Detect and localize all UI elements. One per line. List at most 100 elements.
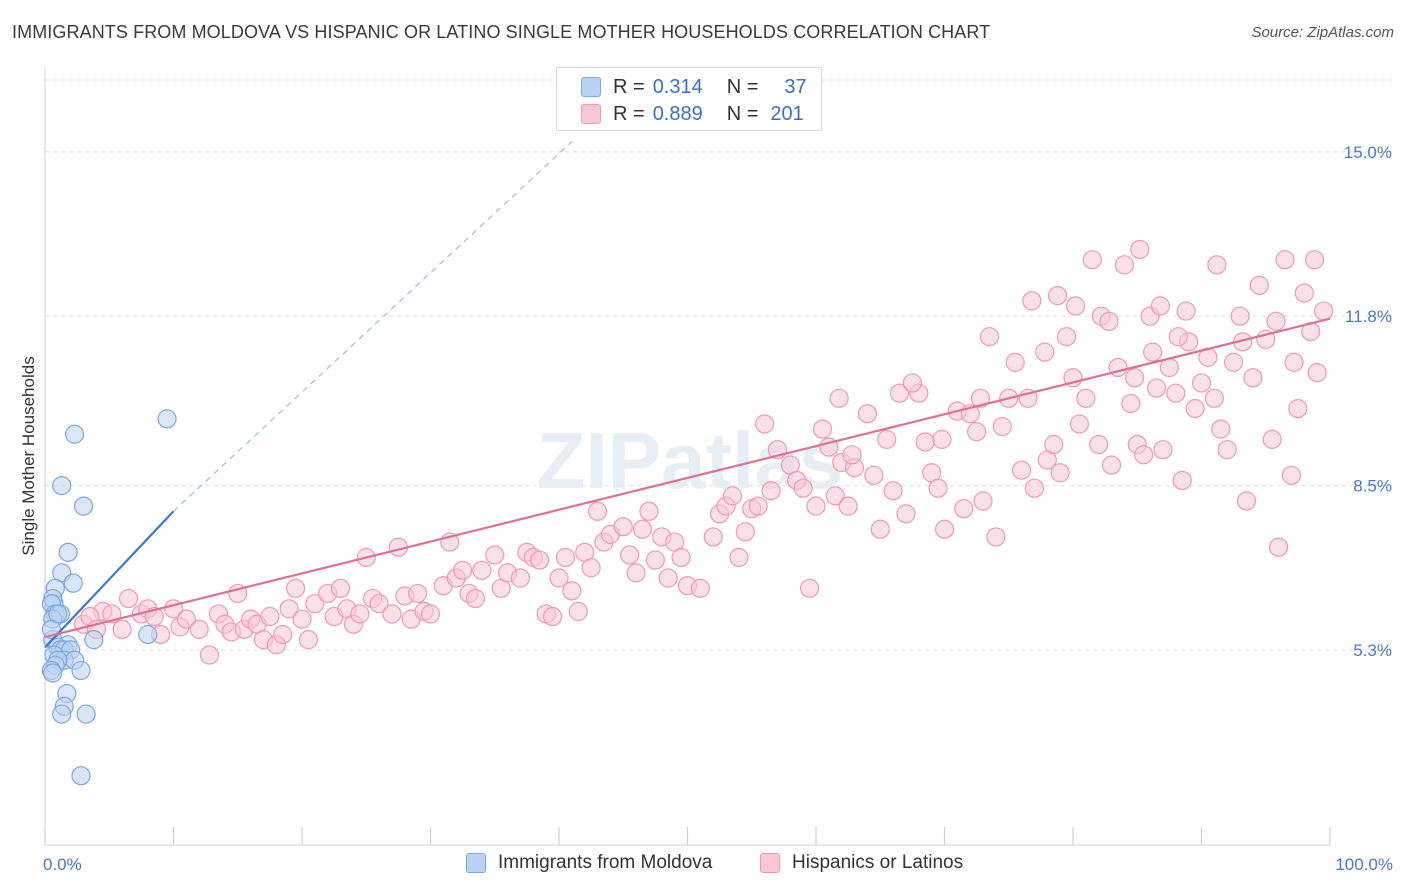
moldova-point — [71, 766, 91, 786]
bottom-legend-hispanic: Hispanics or Latinos — [760, 852, 963, 874]
hispanic-point — [199, 645, 220, 665]
hispanic-point — [1266, 311, 1286, 331]
y-tick-label: 11.8% — [1345, 307, 1392, 326]
hispanic-point — [1150, 296, 1170, 316]
trend-lines — [44, 141, 1331, 649]
y-tick-label: 15.0% — [1344, 143, 1392, 162]
x-tick-label: 100.0% — [1335, 855, 1393, 874]
hispanic-point — [1022, 291, 1042, 311]
legend-r-label: R = — [613, 75, 645, 98]
hispanic-point — [1166, 383, 1186, 403]
hispanic-point — [1056, 327, 1077, 347]
hispanic-point — [1207, 255, 1227, 275]
hispanic-point — [530, 550, 550, 570]
bottom-legend-label-hispanic: Hispanics or Latinos — [792, 852, 964, 873]
hispanic-point — [639, 501, 659, 521]
hispanic-point — [806, 496, 826, 516]
hispanic-point — [864, 465, 884, 485]
hispanic-point — [369, 594, 389, 614]
moldova-point — [63, 573, 83, 593]
data-points — [41, 239, 1334, 786]
hispanic-point — [1101, 455, 1122, 475]
hispanic-point — [273, 624, 293, 645]
correlation-legend: R = 0.314 N = 37 R = 0.889 N = 201 — [556, 67, 822, 131]
hispanic-point — [889, 383, 910, 403]
hispanic-point — [1211, 419, 1231, 439]
legend-n-value: 201 — [770, 102, 804, 125]
hispanic-point — [1168, 327, 1188, 347]
chart-title: IMMIGRANTS FROM MOLDOVA VS HISPANIC OR L… — [12, 22, 991, 42]
moldova-trend-extension — [173, 141, 573, 512]
moldova-point — [76, 704, 96, 724]
hispanic-point — [671, 547, 691, 568]
legend-swatch-hispanic — [581, 104, 601, 124]
legend-row-hispanic: R = 0.889 N = 201 — [581, 102, 804, 126]
legend-n-label: N = — [726, 75, 759, 98]
hispanic-point — [970, 388, 991, 408]
hispanic-point — [1143, 342, 1163, 362]
hispanic-point — [285, 578, 306, 598]
hispanic-point — [1153, 440, 1173, 460]
moldova-point — [52, 704, 72, 724]
hispanic-point — [658, 568, 678, 588]
hispanic-point — [1099, 311, 1119, 331]
hispanic-point — [1114, 255, 1135, 275]
hispanic-point — [1047, 286, 1068, 306]
bottom-legend-label-moldova: Immigrants from Moldova — [498, 852, 713, 873]
hispanic-point — [1191, 373, 1212, 393]
hispanic-point — [1313, 301, 1334, 321]
moldova-point — [71, 660, 91, 681]
hispanic-point — [967, 422, 987, 442]
hispanic-point — [485, 545, 505, 565]
y-axis-label: Single Mother Households — [19, 356, 38, 555]
hispanic-point — [1011, 460, 1032, 480]
hispanic-point — [992, 416, 1012, 437]
hispanic-point — [1262, 429, 1282, 449]
hispanic-point — [1224, 352, 1244, 372]
legend-r-value: 0.889 — [652, 102, 703, 125]
hispanic-point — [1125, 368, 1145, 388]
hispanic-point — [870, 519, 890, 539]
hispanic-point — [1050, 463, 1070, 483]
hispanic-point — [1082, 250, 1102, 270]
hispanic-point — [896, 504, 916, 524]
hispanic-point — [1284, 352, 1304, 372]
hispanic-point — [472, 560, 492, 580]
hispanic-point — [1275, 250, 1295, 270]
hispanic-point — [1304, 250, 1325, 270]
axes — [44, 68, 1331, 846]
moldova-point — [58, 542, 78, 562]
hispanic-point — [555, 547, 576, 568]
hispanic-point — [305, 594, 325, 614]
hispanic-point — [883, 481, 903, 501]
hispanic-point — [754, 414, 775, 434]
hispanic-point — [260, 606, 280, 627]
hispanic-point — [1069, 414, 1090, 434]
y-tick-label: 5.3% — [1353, 641, 1392, 660]
y-tick-label: 8.5% — [1353, 477, 1392, 496]
hispanic-point — [825, 486, 845, 506]
hispanic-point — [587, 501, 608, 521]
hispanic-point — [1134, 445, 1154, 465]
hispanic-point — [1281, 465, 1302, 485]
hispanic-point — [568, 601, 588, 621]
hispanic-point — [112, 619, 132, 639]
source-label: Source: ZipAtlas.com — [1251, 24, 1394, 41]
hispanic-point — [934, 519, 955, 539]
hispanic-point — [1146, 378, 1167, 398]
hispanic-point — [1130, 239, 1150, 260]
hispanic-point — [857, 404, 878, 424]
hispanic-point — [465, 588, 486, 609]
hispanic-point — [1076, 388, 1096, 408]
hispanic-point — [761, 481, 781, 501]
bottom-legend-swatch-moldova — [466, 853, 486, 873]
moldova-point — [84, 630, 104, 650]
hispanic-point — [1204, 388, 1224, 408]
hispanic-point — [382, 604, 402, 624]
moldova-point — [157, 409, 177, 429]
hispanic-point — [829, 388, 849, 408]
moldova-point — [64, 424, 85, 444]
hispanic-point — [350, 604, 370, 624]
hispanic-point — [986, 527, 1006, 547]
legend-swatch-moldova — [581, 77, 601, 97]
